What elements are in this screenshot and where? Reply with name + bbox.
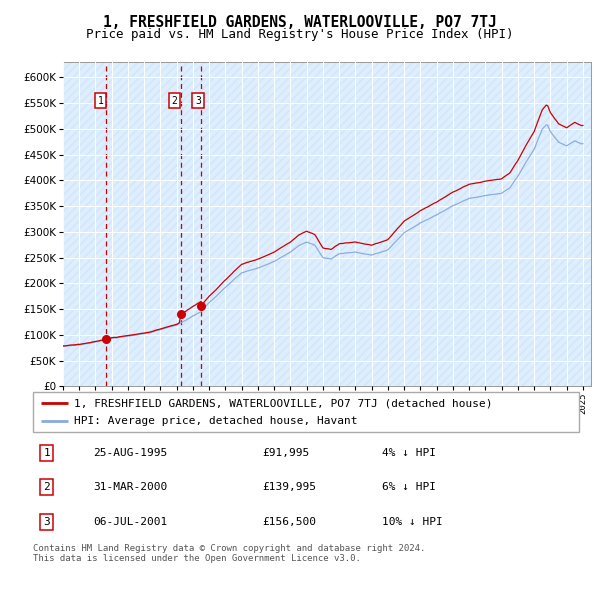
Text: 1, FRESHFIELD GARDENS, WATERLOOVILLE, PO7 7TJ (detached house): 1, FRESHFIELD GARDENS, WATERLOOVILLE, PO… [74, 398, 493, 408]
Text: 1: 1 [97, 96, 103, 106]
Text: 6% ↓ HPI: 6% ↓ HPI [382, 483, 436, 492]
Text: 4% ↓ HPI: 4% ↓ HPI [382, 448, 436, 458]
Text: Contains HM Land Registry data © Crown copyright and database right 2024.
This d: Contains HM Land Registry data © Crown c… [33, 544, 425, 563]
Text: 25-AUG-1995: 25-AUG-1995 [93, 448, 167, 458]
FancyBboxPatch shape [33, 392, 579, 432]
Text: 3: 3 [43, 517, 50, 527]
Text: 10% ↓ HPI: 10% ↓ HPI [382, 517, 443, 527]
Text: 31-MAR-2000: 31-MAR-2000 [93, 483, 167, 492]
Text: £91,995: £91,995 [262, 448, 310, 458]
Text: £139,995: £139,995 [262, 483, 316, 492]
Text: 1, FRESHFIELD GARDENS, WATERLOOVILLE, PO7 7TJ: 1, FRESHFIELD GARDENS, WATERLOOVILLE, PO… [103, 15, 497, 30]
Text: Price paid vs. HM Land Registry's House Price Index (HPI): Price paid vs. HM Land Registry's House … [86, 28, 514, 41]
Text: 3: 3 [195, 96, 201, 106]
Text: HPI: Average price, detached house, Havant: HPI: Average price, detached house, Hava… [74, 416, 358, 426]
Text: £156,500: £156,500 [262, 517, 316, 527]
Text: 2: 2 [172, 96, 177, 106]
Text: 06-JUL-2001: 06-JUL-2001 [93, 517, 167, 527]
Text: 1: 1 [43, 448, 50, 458]
Text: 2: 2 [43, 483, 50, 492]
